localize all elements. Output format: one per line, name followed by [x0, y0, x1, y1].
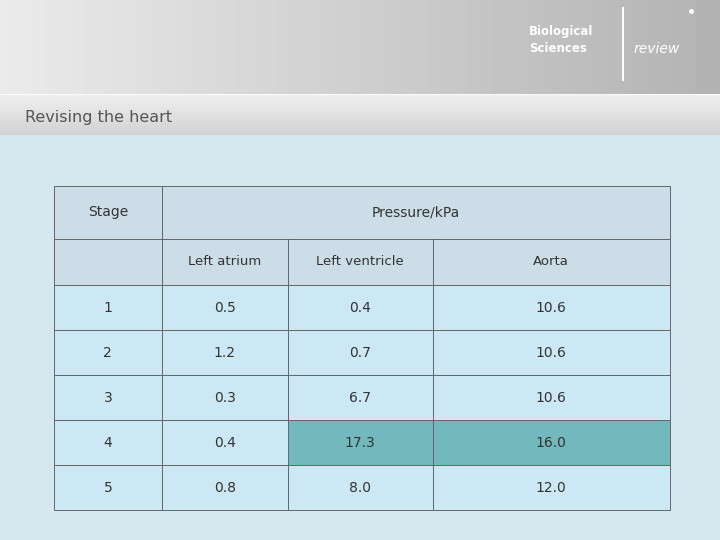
Bar: [288, 375, 433, 420]
Text: 16.0: 16.0: [536, 436, 567, 450]
Text: 1.2: 1.2: [214, 346, 236, 360]
Text: 0.7: 0.7: [349, 346, 372, 360]
Text: 10.6: 10.6: [536, 301, 567, 315]
Bar: [162, 239, 288, 285]
Text: 3: 3: [104, 391, 112, 405]
Bar: [162, 186, 670, 239]
Text: 0.3: 0.3: [214, 391, 235, 405]
Bar: [54, 186, 162, 239]
Text: 8.0: 8.0: [349, 481, 372, 495]
Text: 10.6: 10.6: [536, 391, 567, 405]
Text: Stage: Stage: [88, 205, 128, 219]
Text: review: review: [634, 42, 680, 56]
Text: 2: 2: [104, 346, 112, 360]
Text: 5: 5: [104, 481, 112, 495]
Bar: [54, 375, 162, 420]
Text: 10.6: 10.6: [536, 346, 567, 360]
Text: 0.8: 0.8: [214, 481, 236, 495]
Text: 0.5: 0.5: [214, 301, 235, 315]
Bar: [433, 239, 670, 285]
Bar: [288, 420, 433, 465]
Bar: [288, 330, 433, 375]
Bar: [433, 465, 670, 510]
Bar: [162, 420, 288, 465]
Text: Aorta: Aorta: [533, 255, 569, 268]
Text: Left atrium: Left atrium: [188, 255, 261, 268]
Bar: [433, 330, 670, 375]
Text: 12.0: 12.0: [536, 481, 567, 495]
Bar: [54, 285, 162, 330]
Bar: [54, 239, 162, 285]
Text: 1: 1: [104, 301, 112, 315]
Text: Left ventricle: Left ventricle: [316, 255, 404, 268]
Text: 4: 4: [104, 436, 112, 450]
Bar: [162, 330, 288, 375]
Text: Revising the heart: Revising the heart: [25, 111, 172, 125]
Text: 0.4: 0.4: [214, 436, 235, 450]
Bar: [54, 465, 162, 510]
Bar: [288, 285, 433, 330]
Bar: [288, 465, 433, 510]
Text: 6.7: 6.7: [349, 391, 372, 405]
Text: Pressure/kPa: Pressure/kPa: [372, 205, 460, 219]
Bar: [54, 330, 162, 375]
Bar: [162, 375, 288, 420]
Bar: [433, 375, 670, 420]
Text: 17.3: 17.3: [345, 436, 376, 450]
Bar: [288, 239, 433, 285]
Bar: [162, 465, 288, 510]
Bar: [162, 285, 288, 330]
Text: Biological
Sciences: Biological Sciences: [529, 25, 593, 55]
Text: 0.4: 0.4: [349, 301, 372, 315]
Bar: [433, 420, 670, 465]
Bar: [433, 285, 670, 330]
Bar: [54, 420, 162, 465]
